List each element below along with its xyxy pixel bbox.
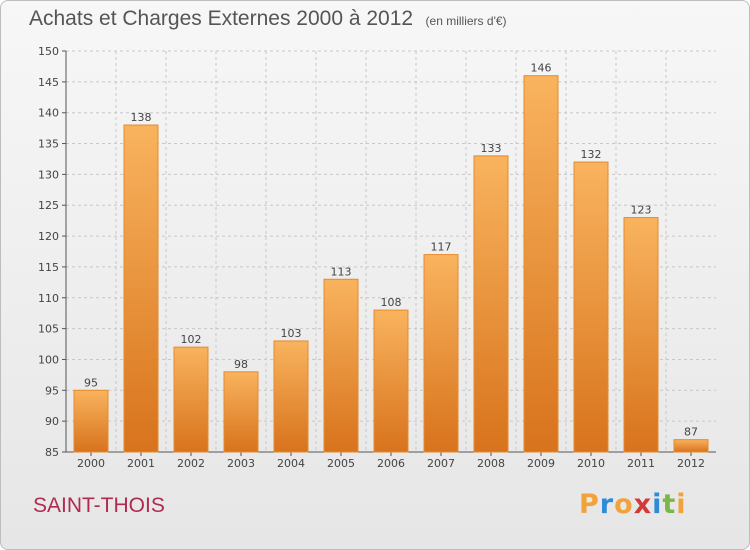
y-tick-label: 110 (38, 292, 59, 305)
value-label-2000: 95 (84, 376, 98, 389)
value-label-2002: 102 (181, 333, 202, 346)
y-tick-label: 100 (38, 353, 59, 366)
bars (73, 75, 709, 453)
value-label-2001: 138 (131, 111, 152, 124)
x-tick-label-2005: 2005 (327, 457, 355, 470)
x-tick-label-2007: 2007 (427, 457, 455, 470)
y-tick-label: 115 (38, 261, 59, 274)
value-label-2004: 103 (281, 327, 302, 340)
x-tick-label-2010: 2010 (577, 457, 605, 470)
y-tick-label: 120 (38, 230, 59, 243)
x-tick-label-2000: 2000 (77, 457, 105, 470)
chart-title: Achats et Charges Externes 2000 à 2012 (… (29, 7, 507, 31)
bar-2012 (673, 439, 709, 453)
logo-letter: i (652, 489, 663, 520)
y-tick-label: 85 (45, 446, 59, 459)
x-tick-label-2002: 2002 (177, 457, 205, 470)
bar-2008 (473, 155, 509, 453)
chart-title-text: Achats et Charges Externes 2000 à 2012 (29, 7, 414, 30)
bar-2000 (73, 389, 109, 453)
value-label-2003: 98 (234, 358, 248, 371)
y-tick-label: 145 (38, 76, 59, 89)
y-tick-label: 150 (38, 45, 59, 58)
logo-letter: i (676, 489, 687, 520)
bar-2011 (623, 217, 659, 453)
bar-2004 (273, 340, 309, 453)
x-tick-label-2003: 2003 (227, 457, 255, 470)
bar-2002 (173, 346, 209, 453)
x-tick-label-2001: 2001 (127, 457, 155, 470)
bar-2010 (573, 161, 609, 453)
y-tick-label: 135 (38, 138, 59, 151)
value-label-2010: 132 (581, 148, 602, 161)
x-tick-label-2004: 2004 (277, 457, 305, 470)
chart-unit: (en milliers d'€) (425, 14, 507, 28)
x-tick-label-2009: 2009 (527, 457, 555, 470)
bar-2005 (323, 278, 359, 453)
y-tick-label: 130 (38, 168, 59, 181)
y-tick-label: 95 (45, 384, 59, 397)
x-tick-label-2008: 2008 (477, 457, 505, 470)
y-tick-label: 140 (38, 107, 59, 120)
value-label-2007: 117 (431, 241, 452, 254)
x-tick-label-2011: 2011 (627, 457, 655, 470)
logo-letter: r (599, 489, 615, 520)
value-label-2008: 133 (481, 142, 502, 155)
value-label-2009: 146 (531, 62, 552, 75)
y-tick-label: 105 (38, 323, 59, 336)
logo-letter: P (579, 489, 600, 520)
value-label-2011: 123 (631, 204, 652, 217)
bar-2009 (523, 75, 559, 453)
logo-letter: x (633, 489, 653, 520)
x-tick-label-2012: 2012 (677, 457, 705, 470)
value-label-2005: 113 (331, 265, 352, 278)
proxiti-logo: Proxiti (579, 489, 687, 520)
bar-2007 (423, 254, 459, 453)
logo-letter: o (614, 489, 634, 520)
value-label-2006: 108 (381, 296, 402, 309)
place-name: SAINT-THOIS (33, 494, 165, 517)
bar-2003 (223, 371, 259, 453)
y-tick-label: 125 (38, 199, 59, 212)
value-labels: 95 138 102 98 103 113 108 117 133 146 132 123 87 (84, 62, 698, 439)
logo-letter: t (662, 489, 677, 520)
x-tick-label-2006: 2006 (377, 457, 405, 470)
bar-2006 (373, 309, 409, 453)
bar-2001 (123, 124, 159, 453)
y-tick-label: 90 (45, 415, 59, 428)
value-label-2012: 87 (684, 426, 698, 439)
